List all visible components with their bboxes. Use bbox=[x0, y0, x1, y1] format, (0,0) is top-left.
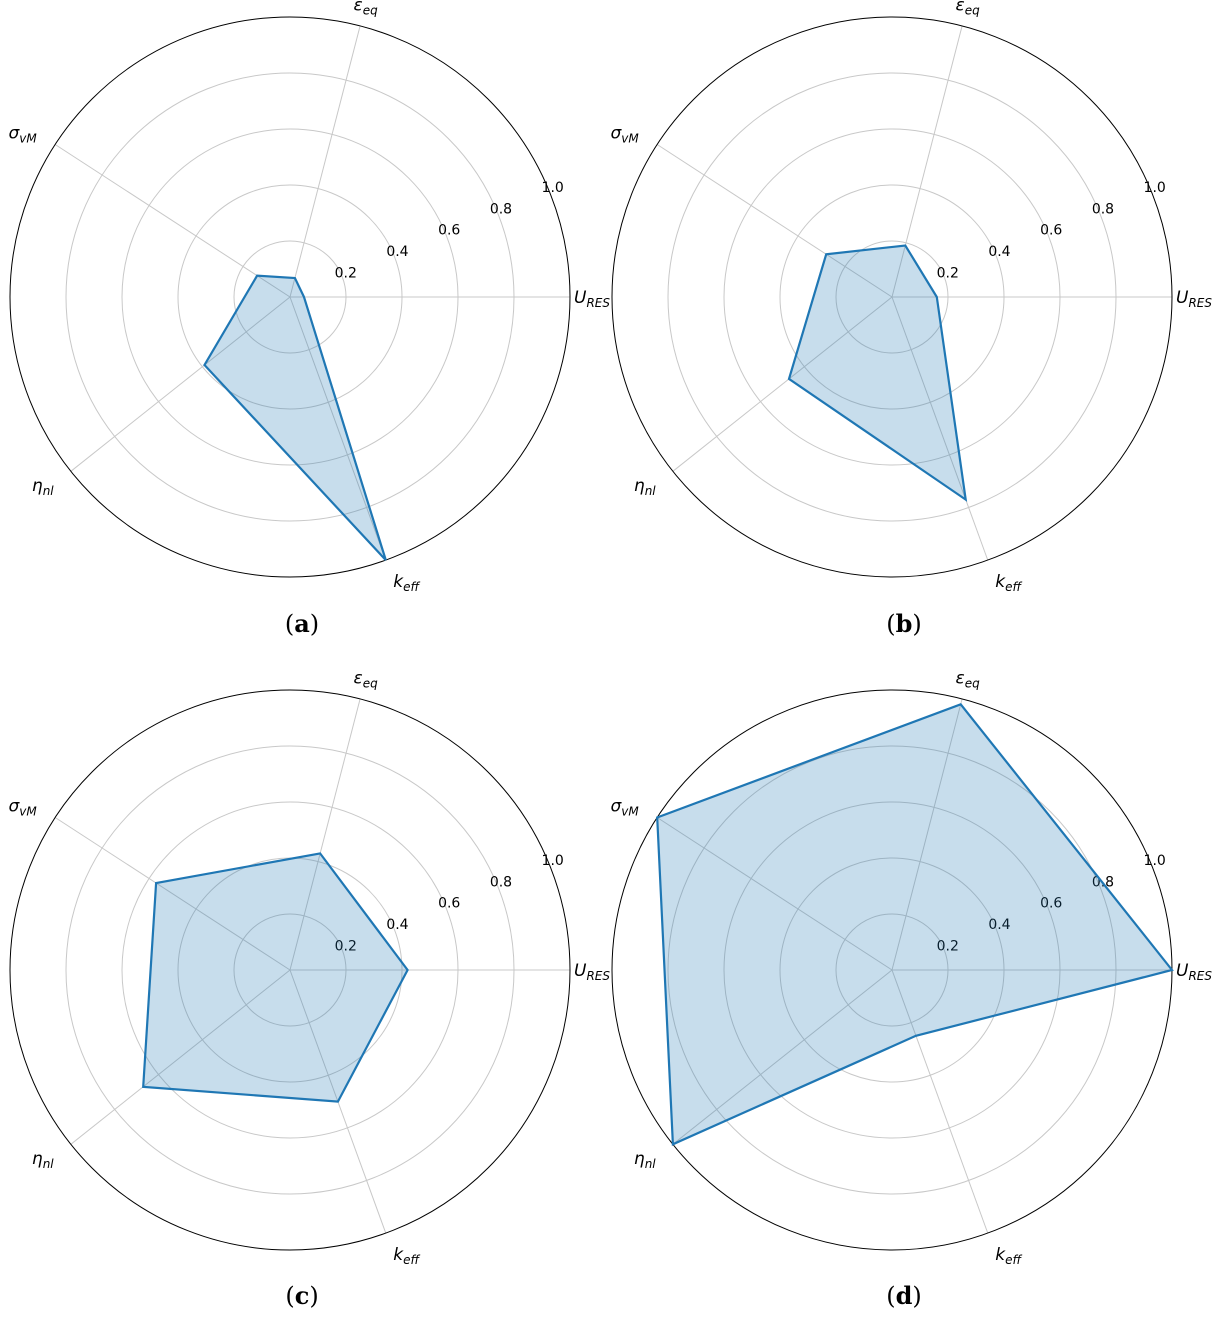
axis-spoke bbox=[672, 296, 893, 472]
axis-spoke bbox=[289, 296, 387, 561]
axis-spoke bbox=[70, 969, 291, 1145]
axis-label: σvM bbox=[8, 124, 37, 146]
axis-label: ηnl bbox=[32, 1149, 54, 1171]
radial-tick-label: 0.2 bbox=[335, 266, 357, 282]
outer-frame bbox=[9, 16, 571, 578]
axis-label: ηnl bbox=[634, 1149, 656, 1171]
axis-label: keff bbox=[393, 572, 420, 594]
radial-tick-label: 1.0 bbox=[542, 853, 564, 869]
axis-label: σvM bbox=[610, 124, 639, 146]
radial-tick-label: 0.6 bbox=[438, 223, 460, 239]
axis-label: URES bbox=[574, 961, 610, 983]
radial-tick-label: 0.4 bbox=[988, 244, 1010, 260]
axis-label: σvM bbox=[8, 797, 37, 819]
data-line bbox=[787, 244, 968, 502]
axis-label: keff bbox=[995, 572, 1022, 594]
radar-panel-c: 0.2 0.4 0.6 0.8 1.0 URES εeq σvM ηnl keff (c) bbox=[8, 669, 610, 1310]
radial-tick-label: 0.4 bbox=[988, 917, 1010, 933]
axis-label: keff bbox=[995, 1245, 1022, 1267]
axis-label: URES bbox=[1176, 961, 1212, 983]
axis-spoke bbox=[672, 969, 893, 1145]
radial-tick-label: 0.8 bbox=[1092, 201, 1114, 217]
axis-label: URES bbox=[574, 288, 610, 310]
axis-spoke bbox=[656, 144, 893, 298]
axis-spoke bbox=[656, 817, 893, 971]
radial-tick-label: 1.0 bbox=[542, 180, 564, 196]
radial-tick-label: 0.2 bbox=[335, 939, 357, 955]
panel-caption: (d) bbox=[886, 1281, 922, 1310]
axis-spoke bbox=[891, 25, 963, 298]
data-area bbox=[204, 275, 386, 561]
radial-tick-label: 0.6 bbox=[1040, 896, 1062, 912]
radial-tick-label: 0.6 bbox=[1040, 223, 1062, 239]
axis-spoke bbox=[891, 698, 963, 971]
radial-tick-label: 0.6 bbox=[438, 896, 460, 912]
axis-spoke bbox=[70, 296, 291, 472]
radial-tick-label: 0.8 bbox=[490, 201, 512, 217]
data-area bbox=[789, 245, 966, 500]
axis-spoke bbox=[289, 25, 361, 298]
axis-spoke bbox=[289, 698, 361, 971]
axis-label: ηnl bbox=[634, 476, 656, 498]
data-line bbox=[656, 702, 1174, 1146]
radial-tick-label: 0.4 bbox=[386, 917, 408, 933]
axis-spoke bbox=[54, 817, 291, 971]
outer-frame bbox=[9, 689, 571, 1251]
radial-tick-label: 1.0 bbox=[1144, 180, 1166, 196]
axis-label: σvM bbox=[610, 797, 639, 819]
axis-label: URES bbox=[1176, 288, 1212, 310]
data-line bbox=[203, 274, 387, 561]
data-line bbox=[142, 852, 409, 1103]
radial-tick-label: 0.2 bbox=[937, 266, 959, 282]
outer-frame bbox=[611, 16, 1173, 578]
axis-label: keff bbox=[393, 1245, 420, 1267]
panel-caption: (b) bbox=[886, 609, 922, 638]
radial-tick-label: 0.2 bbox=[937, 939, 959, 955]
axis-spoke bbox=[891, 969, 989, 1234]
axis-label: εeq bbox=[354, 669, 379, 691]
data-area bbox=[143, 853, 408, 1102]
radial-tick-label: 0.4 bbox=[386, 244, 408, 260]
data-area bbox=[657, 704, 1172, 1145]
axis-label: ηnl bbox=[32, 476, 54, 498]
axis-label: εeq bbox=[956, 0, 981, 18]
radial-tick-label: 0.8 bbox=[490, 874, 512, 890]
axis-label: εeq bbox=[354, 0, 379, 18]
panel-caption: (a) bbox=[285, 609, 319, 638]
axis-spoke bbox=[54, 144, 291, 298]
radial-tick-label: 1.0 bbox=[1144, 853, 1166, 869]
panel-caption: (c) bbox=[285, 1281, 318, 1310]
radar-panel-a: 0.2 0.4 0.6 0.8 1.0 URES εeq σvM ηnl keff (a) bbox=[8, 0, 610, 638]
axis-spoke bbox=[891, 296, 989, 561]
radar-panel-b: 0.2 0.4 0.6 0.8 1.0 URES εeq σvM ηnl keff (b) bbox=[610, 0, 1212, 638]
axis-label: εeq bbox=[956, 669, 981, 691]
